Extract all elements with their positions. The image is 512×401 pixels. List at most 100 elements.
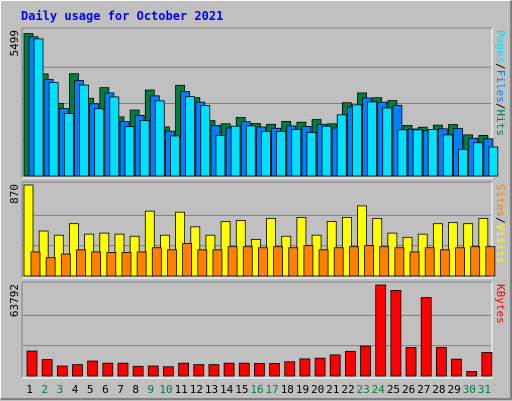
- ymax-label: 63792: [8, 284, 21, 317]
- bar-sites-day-25: [394, 247, 405, 277]
- day-label-25: 25: [387, 383, 400, 396]
- legend-kbytes: KBytes: [494, 284, 507, 324]
- bar-sites-day-10: [167, 249, 177, 277]
- day-label-31: 31: [478, 383, 491, 396]
- bar-pages-day-27: [427, 129, 438, 177]
- bar-sites-day-28: [439, 249, 450, 277]
- bar-sites-day-6: [106, 252, 117, 277]
- bar-kbytes-day-8: [132, 365, 144, 377]
- bar-sites-day-5: [91, 251, 102, 277]
- bar-kbytes-day-10: [163, 366, 174, 377]
- bar-sites-day-18: [288, 247, 299, 277]
- legend-separator: /: [494, 103, 507, 110]
- bar-pages-day-11: [185, 96, 196, 177]
- bar-kbytes-day-12: [193, 364, 205, 377]
- bar-kbytes-day-2: [41, 359, 53, 377]
- bar-kbytes-day-17: [269, 363, 280, 377]
- bar-kbytes-day-23: [360, 345, 371, 377]
- bar-pages-day-31: [488, 146, 499, 177]
- bar-kbytes-day-29: [451, 358, 462, 377]
- bar-kbytes-day-20: [314, 357, 326, 377]
- bar-kbytes-day-9: [147, 365, 159, 377]
- day-label-8: 8: [132, 383, 139, 396]
- bar-pages-day-16: [261, 131, 271, 177]
- bar-sites-day-4: [76, 249, 86, 277]
- legend-visits: Visits: [494, 224, 507, 264]
- bar-pages-day-18: [291, 129, 302, 177]
- bar-sites-day-13: [212, 249, 223, 277]
- bar-pages-day-26: [412, 129, 423, 177]
- bar-sites-day-30: [470, 246, 481, 277]
- day-label-9: 9: [148, 383, 155, 396]
- bar-sites-day-24: [379, 246, 390, 277]
- bar-kbytes-day-16: [254, 363, 265, 377]
- day-label-16: 16: [250, 383, 263, 396]
- bar-kbytes-day-7: [117, 362, 129, 377]
- legend-separator: /: [494, 217, 507, 224]
- legend-sites: Sites: [494, 184, 507, 217]
- panel-3: 63792 KBytes: [8, 281, 507, 379]
- bar-pages-day-29: [458, 148, 468, 177]
- day-label-5: 5: [87, 383, 94, 396]
- bar-pages-day-14: [230, 125, 241, 177]
- legend-separator: /: [494, 63, 507, 70]
- bar-sites-day-19: [303, 245, 314, 277]
- day-label-27: 27: [417, 383, 430, 396]
- bar-sites-day-8: [136, 251, 147, 277]
- bar-sites-day-15: [242, 246, 253, 277]
- bar-kbytes-day-5: [87, 360, 99, 377]
- bar-kbytes-day-3: [56, 365, 68, 377]
- bar-kbytes-day-13: [208, 364, 220, 377]
- bar-kbytes-day-15: [238, 362, 250, 377]
- day-label-18: 18: [281, 383, 294, 396]
- bar-kbytes-day-18: [284, 361, 296, 377]
- bar-sites-day-22: [348, 246, 359, 277]
- panel-1: 5499 Pages/Files/Hits: [8, 27, 507, 179]
- bar-pages-day-17: [276, 131, 286, 177]
- bar-pages-day-23: [367, 101, 377, 177]
- day-label-11: 11: [175, 383, 188, 396]
- bar-sites-day-2: [45, 257, 56, 277]
- bar-sites-day-12: [197, 249, 208, 277]
- bar-kbytes-day-11: [178, 362, 190, 377]
- legend-pages: Pages: [494, 30, 507, 63]
- bar-visits-day-9: [144, 210, 155, 277]
- ymax-label: 870: [8, 184, 21, 204]
- bar-kbytes-day-26: [405, 347, 417, 377]
- bar-sites-day-9: [151, 247, 162, 277]
- series-legend: KBytes: [494, 284, 507, 324]
- day-label-24: 24: [372, 383, 386, 396]
- bar-pages-day-9: [154, 100, 165, 177]
- bar-pages-day-24: [382, 107, 393, 177]
- bar-pages-day-2: [48, 81, 59, 177]
- bar-pages-day-25: [397, 129, 408, 177]
- bar-pages-day-30: [473, 142, 484, 177]
- ymax-label: 5499: [8, 30, 21, 57]
- day-label-10: 10: [159, 383, 172, 396]
- day-label-4: 4: [72, 383, 79, 396]
- bar-pages-day-10: [170, 135, 180, 177]
- bar-pages-day-8: [139, 120, 150, 177]
- day-label-14: 14: [220, 383, 234, 396]
- day-label-21: 21: [326, 383, 339, 396]
- series-legend: Sites/Visits: [494, 184, 507, 264]
- bar-kbytes-day-21: [329, 354, 341, 377]
- bar-pages-day-20: [321, 125, 332, 177]
- bar-pages-day-6: [109, 96, 120, 177]
- day-label-6: 6: [102, 383, 109, 396]
- bar-visits-day-1: [23, 184, 34, 277]
- bar-sites-day-29: [455, 247, 465, 277]
- bar-kbytes-day-25: [390, 290, 402, 377]
- bar-pages-day-1: [33, 38, 44, 177]
- bar-kbytes-day-31: [481, 352, 493, 377]
- bar-pages-day-19: [306, 132, 317, 177]
- bar-pages-day-5: [94, 108, 105, 177]
- bar-pages-day-28: [442, 134, 453, 177]
- panel-2: 870 Sites/Visits: [8, 181, 507, 279]
- bar-kbytes-day-4: [72, 364, 83, 377]
- legend-hits: Hits: [494, 110, 507, 137]
- day-label-19: 19: [296, 383, 309, 396]
- bar-sites-day-17: [273, 246, 283, 277]
